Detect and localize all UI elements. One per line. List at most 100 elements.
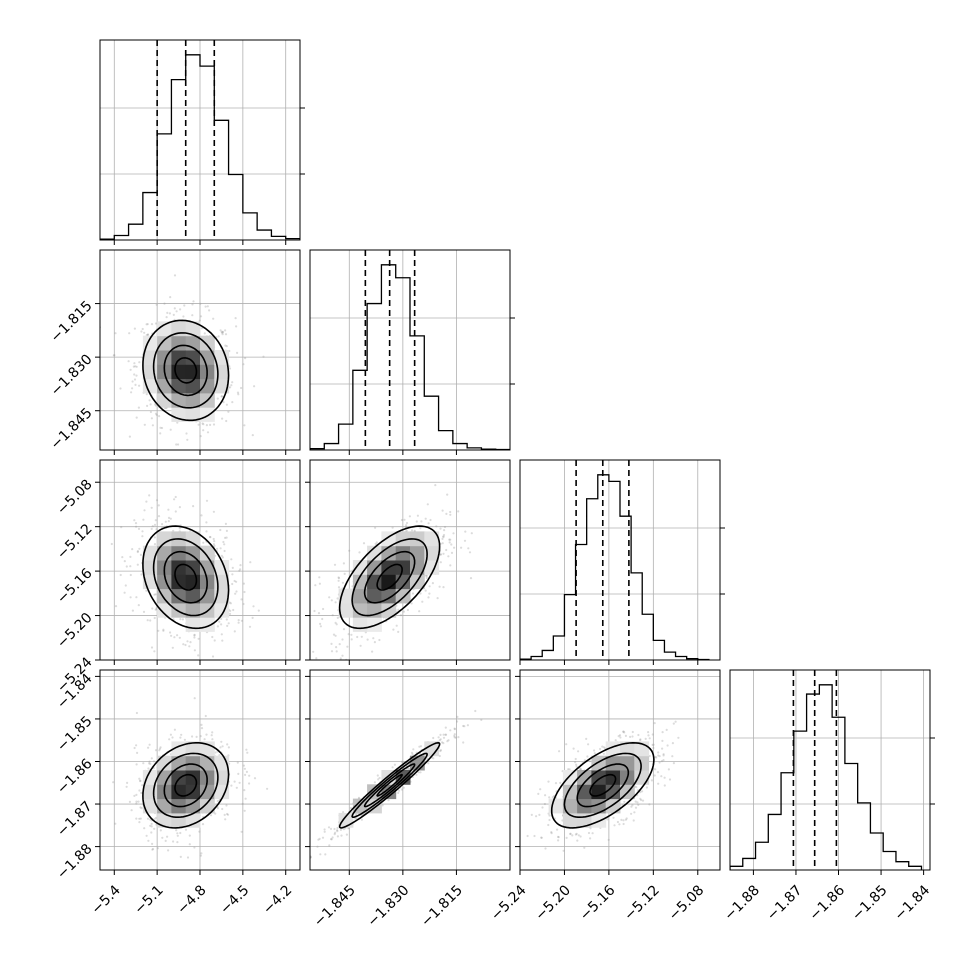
sample-point [671, 742, 675, 745]
sample-point [135, 416, 138, 419]
sample-point [539, 788, 542, 791]
contour-0 [376, 773, 403, 797]
xtick-label: −5.24 [488, 882, 530, 924]
sample-point [153, 650, 156, 653]
sample-point [182, 643, 185, 646]
sample-point [418, 610, 421, 613]
sample-point [225, 804, 228, 807]
sample-point [138, 821, 141, 824]
sample-point [139, 779, 142, 782]
sample-point [341, 581, 344, 584]
ytick-label: −1.88 [54, 841, 96, 883]
sample-point [432, 757, 435, 760]
sample-point [398, 789, 401, 792]
sample-point [129, 565, 132, 568]
sample-point [651, 743, 654, 747]
sample-point [589, 827, 592, 830]
sample-point [167, 520, 170, 523]
sample-point [262, 355, 265, 358]
sample-point [206, 305, 209, 308]
sample-point [356, 635, 359, 639]
sample-point [228, 601, 231, 604]
sample-point [220, 395, 223, 398]
panel-frame [99, 39, 301, 241]
sample-point [236, 761, 239, 764]
sample-point [251, 434, 254, 437]
sample-point [372, 637, 375, 640]
sample-point [402, 786, 405, 789]
sample-point [137, 800, 140, 803]
sample-point [381, 804, 384, 807]
sample-point [442, 552, 445, 555]
xtick-label: −1.87 [764, 882, 806, 924]
sample-point [220, 331, 224, 334]
sample-point [183, 304, 186, 307]
sample-point [197, 654, 200, 657]
sample-point [193, 634, 196, 637]
sample-point [114, 605, 118, 608]
sample-point [354, 813, 357, 816]
sample-point [164, 839, 167, 843]
density-cell [200, 545, 215, 561]
sample-point [631, 804, 634, 807]
sample-point [341, 638, 344, 641]
sample-point [614, 739, 617, 742]
hist-panel-2 [519, 459, 725, 665]
sample-point [132, 365, 135, 368]
sample-point [554, 782, 558, 785]
density-cell [395, 560, 411, 575]
sample-point [210, 734, 213, 737]
sample-point [136, 550, 139, 553]
sample-point [225, 419, 228, 423]
sample-point [212, 537, 215, 541]
density-cell [214, 350, 230, 365]
sample-point [155, 528, 158, 531]
sample-point [342, 811, 345, 814]
scatter-panel-3-0: −1.84−1.85−1.86−1.87−1.88−5.4 −5.1 −4.8 −4.… [54, 669, 301, 918]
density-cell [171, 350, 187, 365]
sample-point [202, 429, 205, 432]
sample-point [233, 630, 236, 633]
sample-point [229, 609, 232, 613]
sample-point [350, 633, 353, 636]
sample-point [226, 743, 229, 746]
sample-point [424, 589, 427, 592]
sample-point [347, 827, 350, 830]
sample-point [216, 807, 219, 810]
sample-point [453, 734, 456, 738]
density-cell [157, 770, 172, 785]
sample-point [438, 585, 441, 588]
sample-point [540, 836, 543, 839]
sample-point [200, 327, 203, 330]
sample-point [341, 654, 344, 657]
sample-point [575, 763, 578, 766]
sample-point [639, 797, 642, 800]
sample-point [313, 609, 316, 613]
contour-0 [174, 773, 198, 797]
sample-point [152, 760, 156, 763]
sample-point [537, 792, 540, 796]
sample-point [142, 518, 145, 521]
sample-point [185, 432, 188, 435]
sample-point [135, 802, 138, 805]
contour-1 [363, 763, 416, 808]
sample-point [662, 754, 665, 757]
sample-point [145, 589, 148, 592]
density-cell [171, 574, 187, 590]
sample-point [135, 365, 138, 368]
sample-point [319, 625, 322, 628]
sample-point [134, 383, 137, 386]
hist-panel-1 [309, 249, 515, 455]
sample-point [149, 762, 152, 766]
density-layer [112, 697, 269, 859]
sample-point [421, 600, 424, 603]
sample-point [431, 582, 434, 585]
sample-point [214, 751, 217, 754]
sample-point [150, 825, 153, 828]
sample-point [221, 417, 224, 420]
sample-point [141, 327, 144, 331]
sample-point [639, 791, 642, 794]
sample-point [235, 786, 238, 789]
sample-point [137, 527, 141, 531]
sample-point [231, 401, 234, 404]
